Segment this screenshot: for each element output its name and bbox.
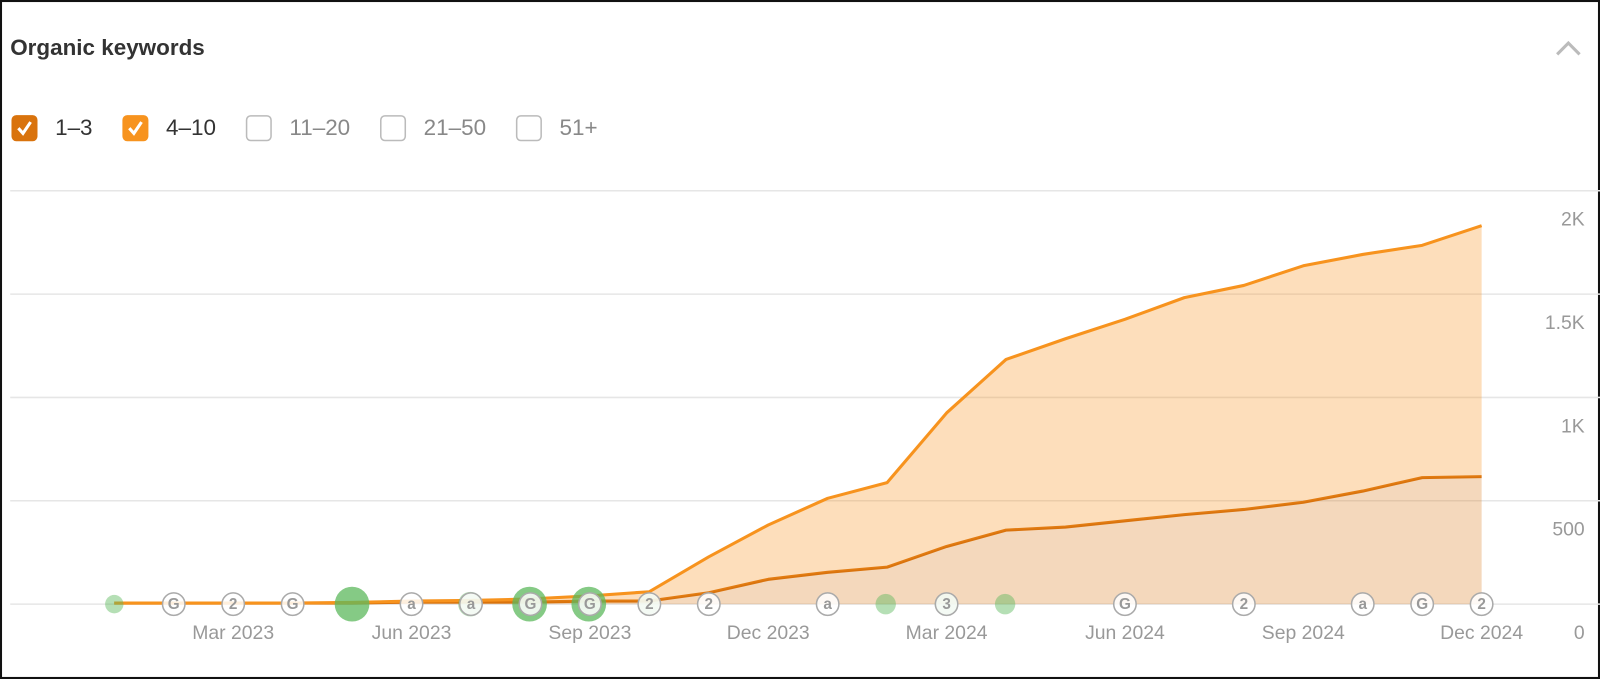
annotation[interactable]: 2 (1231, 592, 1256, 617)
event-dot (105, 594, 124, 614)
x-tick-label: Mar 2024 (906, 622, 988, 644)
annotation-label: 2 (229, 596, 238, 613)
event-dot (334, 586, 370, 622)
axes: 0 500 1K 1.5K 2K Mar 2023 Jun 2023 Sep 2023 Dec … (192, 209, 1585, 644)
annotation-label: 2 (1477, 596, 1486, 613)
annotation[interactable]: G (280, 592, 305, 617)
annotation-label: 3 (942, 596, 951, 613)
annotation-badge[interactable] (1350, 592, 1375, 617)
legend-label: 21–50 (424, 115, 486, 140)
annotation-label: a (1358, 596, 1367, 613)
legend-item[interactable]: 51+ (515, 115, 598, 142)
x-tick-label: Dec 2023 (727, 622, 810, 644)
checkbox[interactable] (515, 115, 542, 142)
annotation-badge[interactable] (518, 592, 543, 617)
y-tick-label: 1K (1561, 415, 1585, 437)
legend-label: 51+ (560, 115, 598, 140)
annotation-label: G (524, 596, 536, 613)
annotation[interactable]: 2 (221, 592, 246, 617)
annotation-label: 2 (705, 596, 714, 613)
x-tick-label: Sep 2024 (1262, 622, 1345, 644)
checkmark (128, 121, 143, 136)
annotation-label: 2 (1240, 596, 1249, 613)
annotation[interactable]: a (458, 592, 483, 617)
legend-label: 1–3 (55, 115, 92, 140)
y-tick-label: 1.5K (1545, 312, 1585, 334)
legend-item[interactable]: 11–20 (245, 115, 351, 142)
annotation-badge[interactable] (458, 592, 483, 617)
x-tick-label: Jun 2023 (372, 622, 452, 644)
annotation[interactable]: G (518, 592, 543, 617)
panel-title: Organic keywords (10, 35, 205, 60)
annotation-badge[interactable] (1231, 592, 1256, 617)
annotation[interactable]: G (1112, 592, 1137, 617)
annotation[interactable]: a (1350, 592, 1375, 617)
annotation-label: G (168, 596, 180, 613)
annotation[interactable]: G (161, 592, 186, 617)
annotation-badge[interactable] (1112, 592, 1137, 617)
annotation-label: G (1119, 596, 1131, 613)
annotation-badge[interactable] (1469, 592, 1494, 617)
annotation[interactable]: 2 (696, 592, 721, 617)
annotation-label: 2 (645, 596, 654, 613)
annotation-label: a (467, 596, 476, 613)
annotation-badge[interactable] (577, 592, 602, 617)
annotation-badge[interactable] (934, 592, 959, 617)
event-dot (994, 593, 1016, 615)
annotation-badge[interactable] (696, 592, 721, 617)
legend-label: 11–20 (289, 115, 350, 140)
annotation-badge[interactable] (1410, 592, 1435, 617)
annotation[interactable]: 2 (637, 592, 662, 617)
annotation-badge[interactable] (221, 592, 246, 617)
legend: 1–3 4–10 11–20 21–50 51+ (11, 115, 598, 142)
legend-item[interactable]: 21–50 (380, 115, 486, 142)
annotation[interactable]: G (577, 592, 602, 617)
checkbox[interactable] (380, 115, 407, 142)
y-tick-label: 2K (1561, 209, 1585, 231)
annotation-badge[interactable] (161, 592, 186, 617)
annotation-label: G (584, 596, 596, 613)
x-tick-label: Sep 2023 (548, 622, 631, 644)
annotation[interactable]: 3 (934, 592, 959, 617)
annotation[interactable]: G (1410, 592, 1435, 617)
legend-label: 4–10 (166, 115, 216, 140)
checkbox[interactable] (11, 115, 38, 142)
annotation-badge[interactable] (815, 592, 840, 617)
annotation-badge[interactable] (399, 592, 424, 617)
annotation-badge[interactable] (280, 592, 305, 617)
area (114, 476, 1482, 605)
area (114, 225, 1482, 604)
checkmark (17, 121, 32, 136)
annotation-label: G (1416, 596, 1428, 613)
collapse-button[interactable] (1556, 40, 1581, 56)
x-tick-label: Jun 2024 (1085, 622, 1165, 644)
annotation-badge[interactable] (637, 592, 662, 617)
annotation[interactable]: a (399, 592, 424, 617)
annotation-label: G (287, 596, 299, 613)
annotation-label: a (823, 596, 832, 613)
legend-item[interactable]: 1–3 (11, 115, 93, 142)
annotation-label: a (407, 596, 416, 613)
x-tick-label: Dec 2024 (1440, 622, 1523, 644)
x-tick-label: Mar 2023 (192, 622, 274, 644)
checkbox[interactable] (122, 115, 149, 142)
checkbox[interactable] (245, 115, 272, 142)
annotation[interactable]: 2 (1469, 592, 1494, 617)
y-tick-label: 500 (1552, 519, 1585, 541)
annotation[interactable]: a (815, 592, 840, 617)
legend-item[interactable]: 4–10 (122, 115, 216, 142)
y-tick-label: 0 (1574, 622, 1585, 644)
event-dot (875, 593, 896, 615)
